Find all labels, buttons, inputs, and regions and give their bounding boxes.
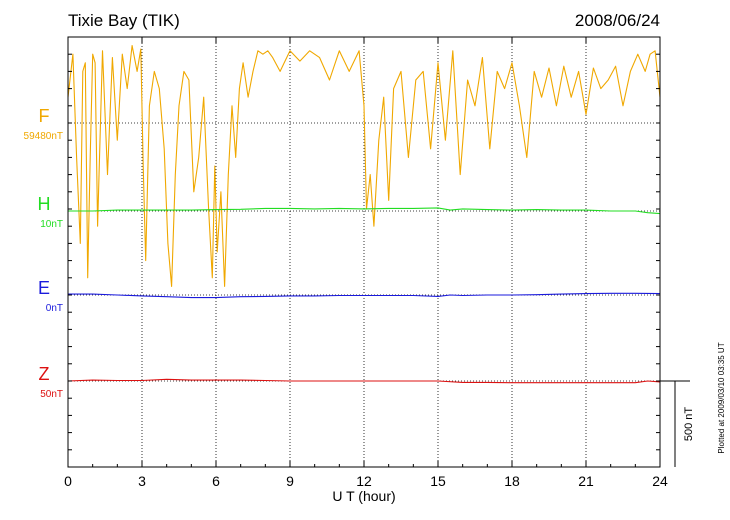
series-line-F [67, 45, 661, 287]
scale-bar-label: 500 nT [683, 407, 695, 442]
chart-date: 2008/06/24 [575, 11, 660, 30]
series-name-E: E [38, 278, 50, 298]
series-baseline-F: 59480nT [24, 131, 63, 142]
x-tick-label: 24 [652, 473, 668, 489]
series-labels: F 59480nT H 10nT E 0nT Z 50nT [24, 106, 63, 400]
series-name-Z: Z [39, 364, 50, 384]
series-line-Z [67, 378, 661, 384]
chart-title: Tixie Bay (TIK) [68, 11, 180, 30]
series-baseline-Z: 50nT [40, 389, 63, 400]
x-tick-label: 15 [430, 473, 446, 489]
x-axis-label: U T (hour) [332, 488, 395, 504]
x-tick-label: 3 [138, 473, 146, 489]
x-tick-label: 6 [212, 473, 220, 489]
series-line-H [68, 207, 661, 215]
series-baseline-H: 10nT [40, 219, 63, 230]
x-tick-label: 9 [286, 473, 294, 489]
x-tick-label: 21 [578, 473, 594, 489]
plotted-note: Plotted at 2009/03/10 03:35 UT [717, 342, 726, 453]
x-tick-label: 0 [64, 473, 72, 489]
series-baseline-E: 0nT [46, 303, 63, 314]
x-axis: 0 3 6 9 12 15 18 21 24 [64, 36, 668, 489]
series-name-H: H [38, 194, 51, 214]
scale-bar: 500 nT [660, 380, 695, 467]
series-layer [67, 45, 661, 384]
series-line-E [68, 292, 661, 299]
x-tick-label: 12 [356, 473, 372, 489]
series-name-F: F [39, 106, 50, 126]
x-tick-label: 18 [504, 473, 520, 489]
